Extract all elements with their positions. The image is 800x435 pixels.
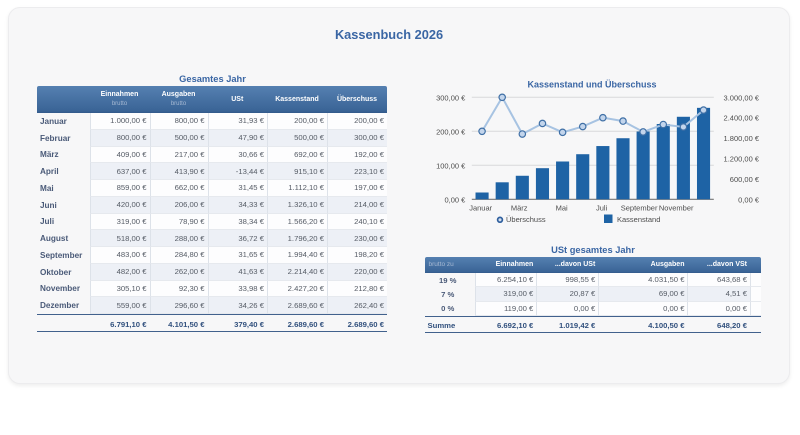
svg-text:November: November — [659, 203, 694, 212]
svg-text:2.400,00 €: 2.400,00 € — [724, 114, 760, 123]
svg-text:Juli: Juli — [596, 203, 608, 212]
svg-text:0,00 €: 0,00 € — [444, 195, 466, 204]
svg-text:1.200,00 €: 1.200,00 € — [724, 155, 760, 164]
svg-text:März: März — [511, 203, 528, 212]
svg-text:Überschuss: Überschuss — [506, 215, 546, 224]
svg-text:100,00 €: 100,00 € — [436, 161, 466, 170]
svg-text:Kassenstand und Überschuss: Kassenstand und Überschuss — [527, 80, 656, 90]
svg-text:Kassenstand: Kassenstand — [617, 215, 660, 224]
svg-text:3.000,00 €: 3.000,00 € — [724, 93, 760, 102]
svg-text:1.800,00 €: 1.800,00 € — [724, 134, 760, 143]
svg-text:0,00 €: 0,00 € — [738, 195, 760, 204]
svg-text:Mai: Mai — [556, 203, 568, 212]
svg-text:300,00 €: 300,00 € — [436, 93, 466, 102]
svg-text:Januar: Januar — [469, 203, 492, 212]
svg-text:September: September — [621, 203, 658, 212]
svg-text:600,00 €: 600,00 € — [730, 175, 760, 184]
svg-text:200,00 €: 200,00 € — [436, 127, 466, 136]
